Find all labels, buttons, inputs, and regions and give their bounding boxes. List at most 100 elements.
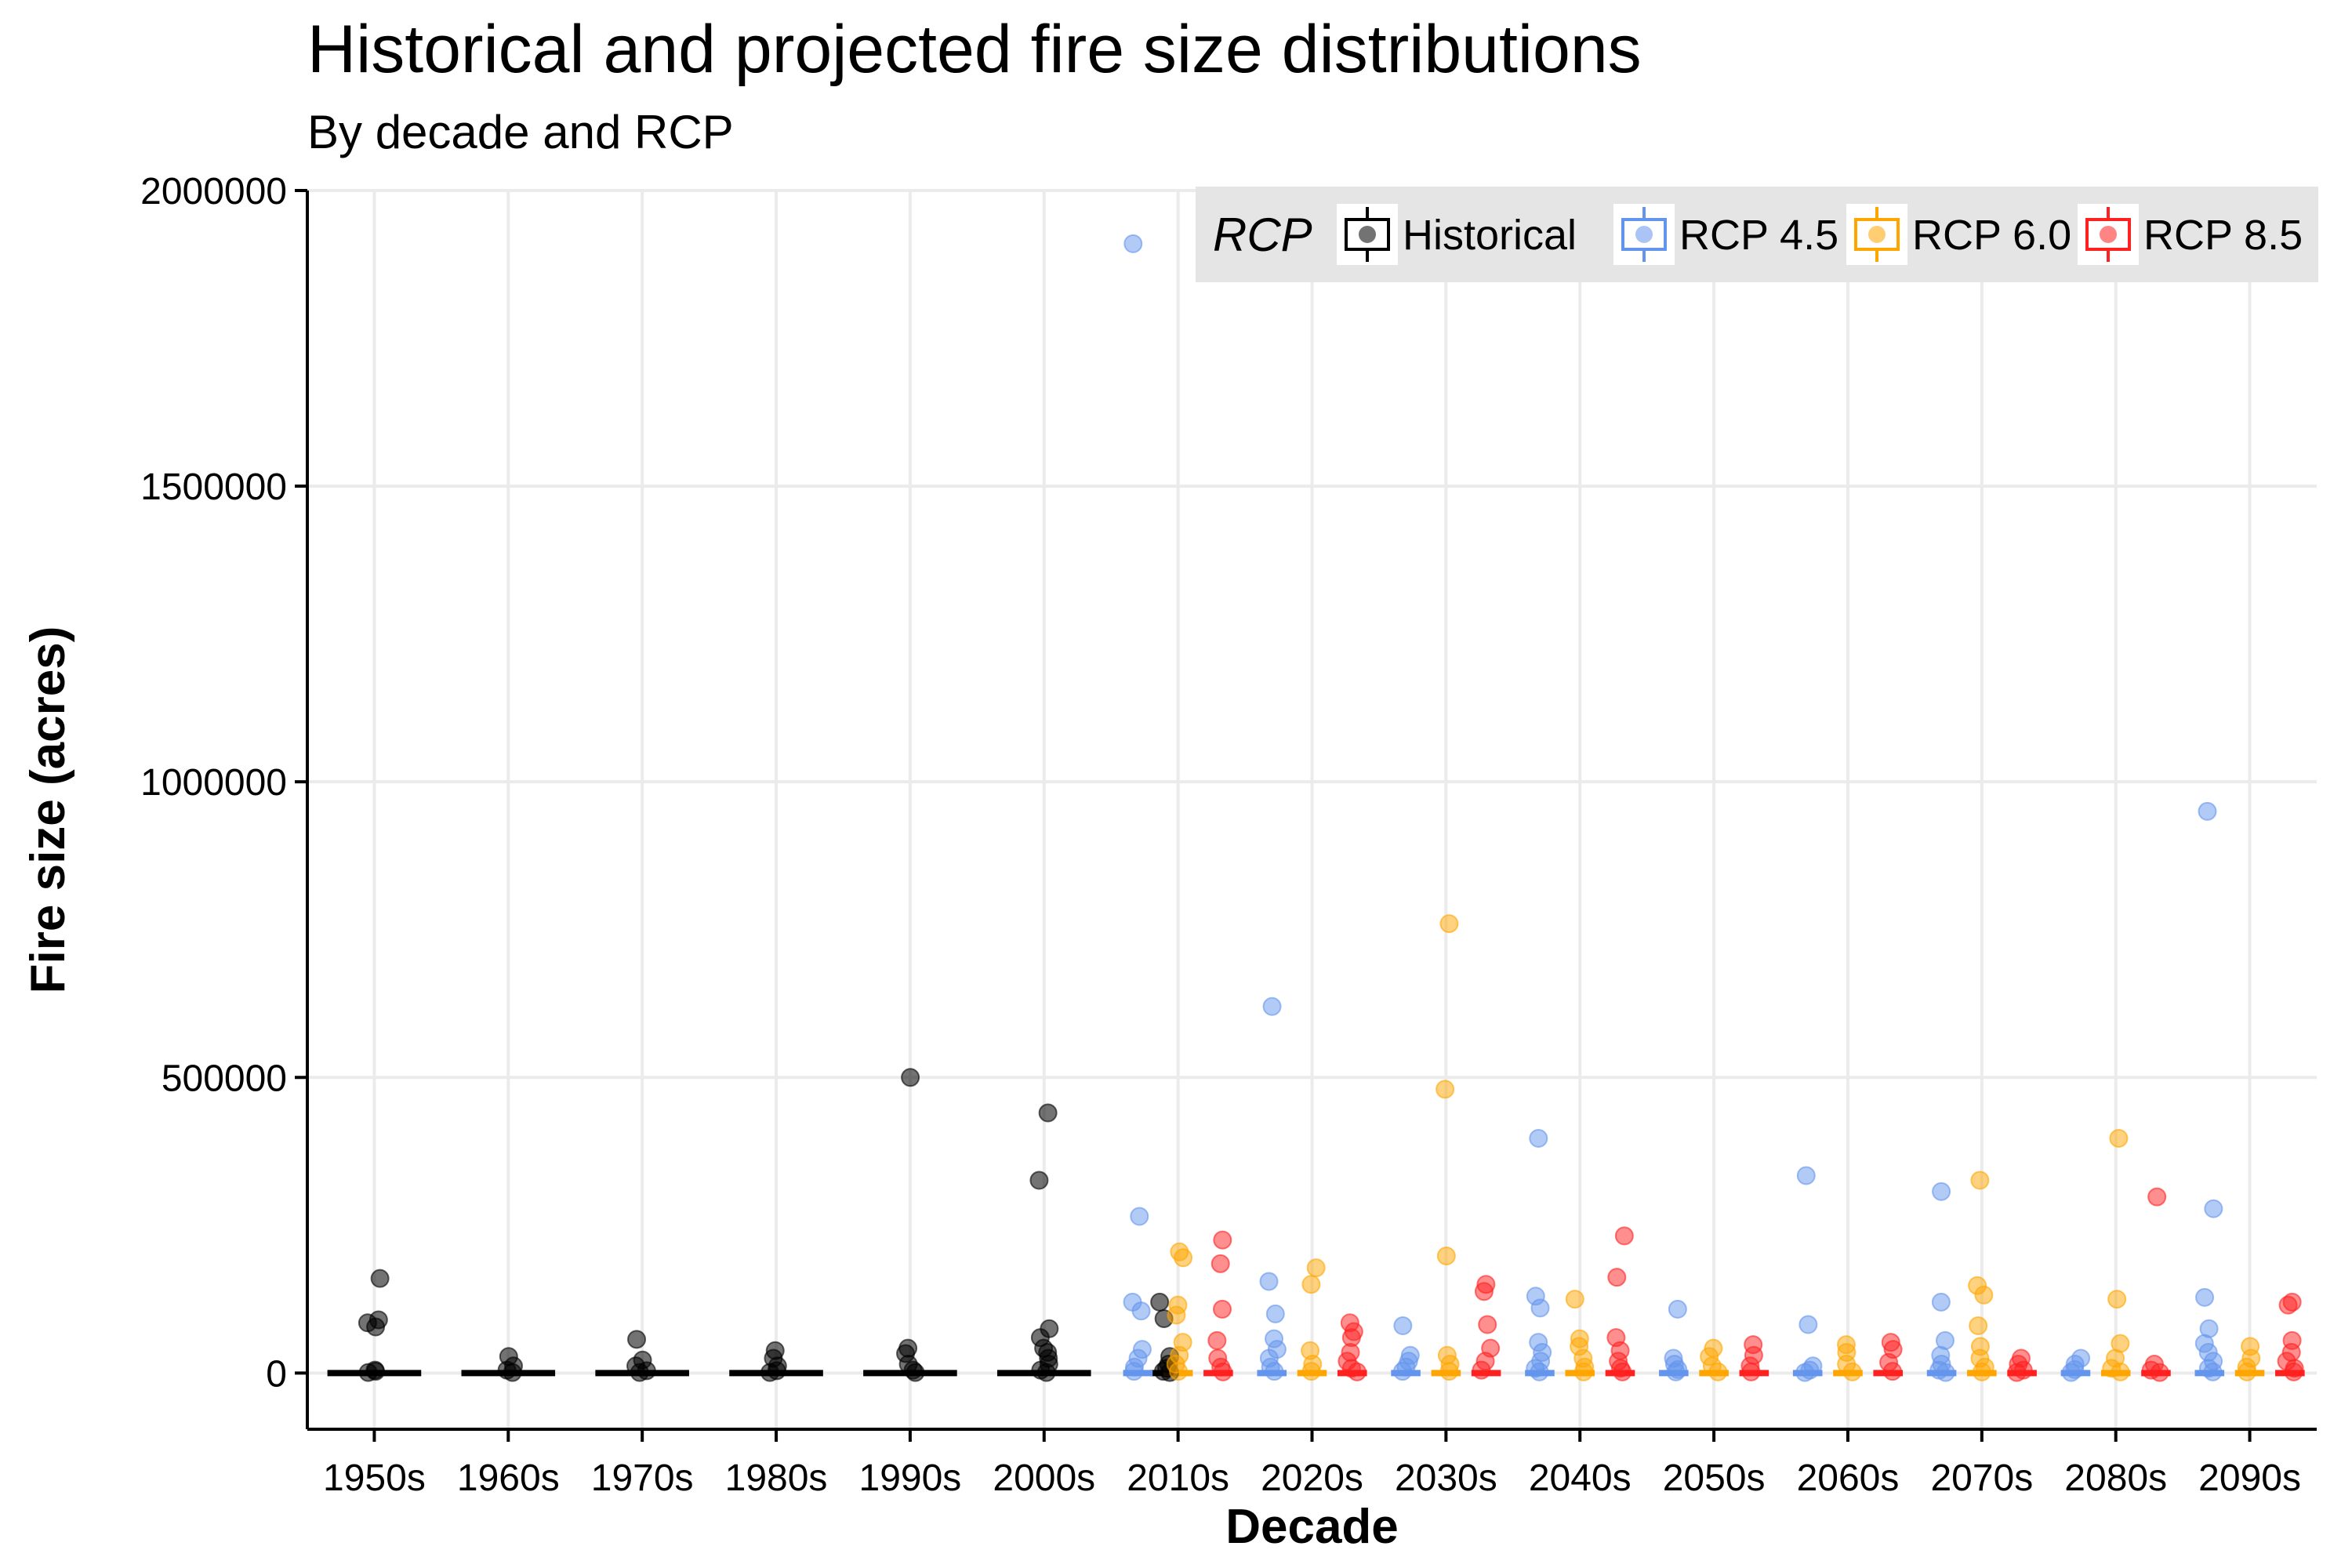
x-tick-label: 1950s [323,1457,426,1499]
data-point [366,1317,386,1337]
data-point [1573,1362,1593,1381]
data-point [2061,1363,2081,1382]
x-tick-label: 2030s [1395,1457,1497,1499]
data-point [1614,1226,1634,1246]
data-point [760,1363,779,1382]
data-point [1439,1362,1459,1381]
data-point [1931,1292,1951,1312]
data-point [1530,1298,1550,1318]
data-point [1123,234,1143,253]
data-point [1969,1316,1988,1336]
x-tick-label: 2050s [1663,1457,1766,1499]
x-tick-label: 2040s [1529,1457,1632,1499]
legend-key-historical: Historical [1337,204,1577,265]
data-point [1262,996,1282,1016]
x-tick-label: 2060s [1797,1457,1900,1499]
data-point [1936,1363,1955,1382]
data-point [1607,1268,1627,1287]
data-point [1036,1363,1056,1382]
data-point [1530,1362,1549,1381]
data-point [2111,1362,2130,1381]
data-point [1213,1230,1232,1250]
data-point [358,1363,378,1382]
data-point [1393,1316,1413,1336]
data-point [1301,1362,1321,1381]
data-point [1259,1272,1279,1291]
axes-layer: 0 500000 1000000 1500000 2000000 1950s 1960s 19… [21,171,2317,1554]
data-point [627,1330,647,1349]
x-tick-label: 2020s [1261,1457,1363,1499]
legend-key-point [1359,226,1376,243]
y-tick-label: 1500000 [140,466,287,508]
chart-subtitle: By decade and RCP [307,106,734,158]
data-point [1565,1290,1584,1309]
data-point [1174,1248,1193,1268]
data-point [630,1363,649,1382]
legend-label: RCP 6.0 [1912,212,2071,259]
data-point [1038,1103,1058,1123]
x-tick-label: 1970s [591,1457,694,1499]
data-point [1798,1315,1818,1334]
data-point [1207,1330,1227,1350]
legend-key-rcp-8-5: RCP 8.5 [2078,204,2303,265]
data-point [1167,1305,1186,1325]
x-tick-label: 2070s [1930,1457,2033,1499]
legend-label: RCP 4.5 [1679,212,1838,259]
data-point [2198,801,2217,821]
data-point [1029,1171,1049,1190]
data-point [2109,1128,2129,1148]
legend-key-rcp-4-5: RCP 4.5 [1613,204,1838,265]
grid-layer [307,189,2317,1429]
data-point [1882,1362,1902,1381]
data-point [2204,1199,2223,1218]
data-point [1210,1254,1230,1273]
data-point [2203,1362,2223,1381]
y-axis-title: Fire size (acres) [21,626,75,994]
x-tick-label: 2000s [993,1457,1095,1499]
data-point [1970,1171,1990,1190]
data-point [1131,1301,1151,1321]
data-point [503,1363,522,1382]
data-point [1472,1360,1491,1380]
data-point [906,1363,925,1382]
data-point [2284,1362,2303,1381]
x-tick-label: 2010s [1127,1457,1229,1499]
data-point [2150,1363,2169,1382]
data-point [1213,1362,1232,1381]
data-point [1972,1362,1991,1381]
data-point [1124,1362,1144,1381]
data-point [1306,1258,1326,1278]
data-point [2147,1187,2167,1207]
x-axis-title: Decade [1225,1500,1399,1554]
points-layer [358,234,2304,1382]
chart-title: Historical and projected fire size distr… [307,12,1642,87]
data-point [2107,1290,2127,1309]
data-point [1169,1362,1189,1381]
data-point [1478,1315,1497,1334]
data-point [1666,1362,1686,1381]
data-point [1529,1128,1548,1148]
data-point [1347,1362,1367,1381]
data-point [1708,1362,1728,1381]
legend-label: RCP 8.5 [2143,212,2303,259]
data-point [1795,1363,1815,1382]
data-point [1392,1362,1412,1381]
data-point [2195,1287,2215,1307]
data-point [1436,1080,1455,1099]
data-point [1613,1362,1632,1381]
data-point [1150,1292,1170,1312]
data-point [1668,1299,1687,1319]
data-point [1474,1282,1494,1301]
data-point [1741,1362,1761,1381]
x-tick-label: 1980s [725,1457,828,1499]
legend-label: Historical [1403,212,1577,259]
x-tick-label: 2090s [2198,1457,2301,1499]
data-point [1265,1362,1284,1381]
legend-key-point [1868,226,1886,243]
data-point [1265,1304,1285,1323]
legend-key-rcp-6-0: RCP 6.0 [1846,204,2071,265]
x-tick-label: 2080s [2064,1457,2167,1499]
data-point [1842,1362,1862,1381]
data-point [2007,1363,2027,1382]
